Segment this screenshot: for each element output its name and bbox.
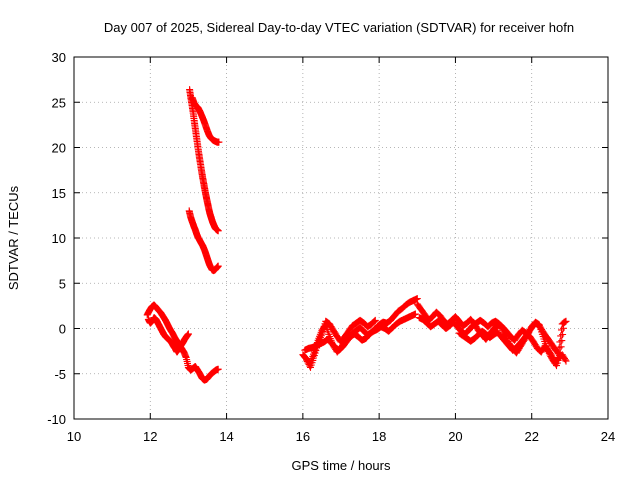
y-tick-label: 10 — [52, 231, 66, 246]
data-point-evening-plateau-track — [215, 138, 223, 146]
y-tick-label: -5 — [54, 367, 66, 382]
y-axis-label: SDTVAR / TECUs — [6, 185, 21, 290]
grid-lines — [74, 57, 608, 419]
y-tick-label: 5 — [59, 276, 66, 291]
data-point-night-track-f — [558, 326, 565, 334]
y-tick-label: 25 — [52, 95, 66, 110]
y-tick-label: 30 — [52, 50, 66, 65]
data-point-night-track-e — [550, 355, 557, 363]
data-point-night-track-f — [556, 338, 564, 346]
data-point-evening-low-track-2 — [184, 330, 192, 338]
x-axis-label: GPS time / hours — [292, 458, 391, 473]
data-point-night-track-f — [554, 350, 562, 358]
data-point-night-track-b — [411, 310, 419, 318]
data-point-night-track-f — [557, 332, 565, 340]
data-point-night-track-e — [548, 352, 556, 360]
data-point-night-track-d — [561, 356, 569, 364]
data-point-night-track-c — [303, 356, 311, 364]
x-tick-label: 22 — [524, 429, 538, 444]
data-points — [143, 86, 570, 384]
y-tick-label: 15 — [52, 186, 66, 201]
data-point-evening-low-track — [214, 365, 222, 373]
data-point-night-track-c — [370, 318, 378, 326]
data-point-night-track-c — [371, 316, 379, 324]
x-tick-label: 16 — [296, 429, 310, 444]
data-point-evening-upper-track — [214, 227, 222, 235]
data-point-night-track-f — [555, 344, 563, 352]
data-point-night-track-f — [554, 349, 562, 357]
x-tick-label: 12 — [143, 429, 157, 444]
y-tick-label: 20 — [52, 141, 66, 156]
data-point-night-track-c — [371, 317, 379, 325]
chart-title: Day 007 of 2025, Sidereal Day-to-day VTE… — [104, 20, 574, 35]
x-tick-label: 20 — [448, 429, 462, 444]
x-tick-label: 10 — [67, 429, 81, 444]
x-tick-label: 18 — [372, 429, 386, 444]
data-point-night-track-e — [549, 354, 557, 361]
data-point-evening-middle-track — [214, 262, 222, 270]
x-tick-label: 24 — [601, 429, 615, 444]
x-tick-label: 14 — [219, 429, 233, 444]
data-point-night-track-d — [562, 357, 570, 365]
y-tick-label: -10 — [47, 412, 66, 427]
y-tick-label: 0 — [59, 322, 66, 337]
axis-ticks: 10 12 14 16 18 20 22 24 -10 -5 0 5 10 15 20 25 30 — [47, 50, 615, 444]
data-point-night-track-c — [303, 358, 311, 366]
data-point-night-track-f — [562, 317, 570, 325]
